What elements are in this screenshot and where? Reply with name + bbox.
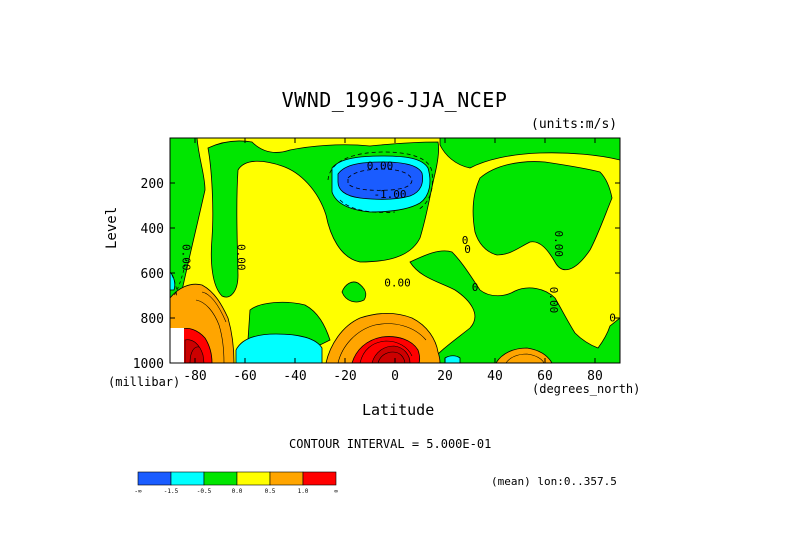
colorbar-label: -∞ — [134, 488, 142, 495]
missing-data-patch — [170, 328, 184, 363]
colorbar-swatch — [236, 471, 271, 486]
units-label: (units:m/s) — [531, 117, 618, 132]
green-regions — [170, 138, 620, 363]
y-axis-units: (millibar) — [108, 375, 181, 389]
colorbar-label: 0.0 — [232, 488, 243, 495]
contour-label: 0.00 — [367, 160, 394, 173]
chart-title: VWND_1996-JJA_NCEP — [281, 88, 508, 112]
y-tick-label: 200 — [141, 177, 164, 192]
colorbar-label: -0.5 — [197, 488, 212, 495]
colorbar-swatch — [302, 471, 337, 486]
field-layers — [170, 138, 620, 363]
colorbar-label: ∞ — [334, 488, 338, 495]
contour-label: 0 — [609, 311, 616, 324]
cyan-surface-south — [235, 333, 323, 363]
colorbar-swatch — [203, 471, 238, 486]
cyan-small-mid — [444, 355, 461, 363]
contour-label: 0 — [464, 243, 471, 256]
orange-right — [495, 347, 553, 363]
contour-label: 0 — [462, 234, 469, 247]
left-edge-contours — [171, 257, 187, 299]
y-tick-label: 600 — [141, 267, 164, 282]
x-tick-label: -20 — [333, 369, 356, 384]
blue-jet-core — [337, 161, 423, 200]
colorbar-label: 0.5 — [265, 488, 276, 495]
colorbar-swatch — [170, 471, 205, 486]
x-tick-label: 20 — [437, 369, 453, 384]
y-ticks: 200 400 600 800 1000 — [133, 177, 620, 372]
contour-label: 0.00 — [547, 287, 560, 314]
x-tick-label: 80 — [587, 369, 603, 384]
x-axis-title: Latitude — [362, 401, 435, 419]
colorbar-label: 1.0 — [298, 488, 309, 495]
x-ticks: -80 -60 -40 -20 0 20 40 60 80 — [183, 138, 603, 384]
warm-contour-lines — [189, 291, 545, 363]
contour-interval-label: CONTOUR INTERVAL = 5.000E-01 — [289, 437, 492, 451]
jet-dashed-contours — [327, 151, 433, 213]
contour-label: 0.00 — [384, 277, 411, 290]
dark-red-cores — [184, 339, 411, 363]
x-tick-label: -80 — [183, 369, 206, 384]
contour-label: 0.00 — [235, 244, 248, 271]
contour-label: 0.00 — [552, 231, 565, 258]
mean-longitude-label: (mean) lon:0..357.5 — [491, 475, 617, 488]
x-tick-label: 40 — [487, 369, 503, 384]
y-tick-label: 400 — [141, 222, 164, 237]
y-tick-label: 800 — [141, 312, 164, 327]
colorbar-label: -1.5 — [164, 488, 179, 495]
colorbar-swatch — [137, 471, 172, 486]
x-tick-label: 60 — [537, 369, 553, 384]
y-tick-label: 1000 — [133, 357, 164, 372]
green-middle-right — [409, 250, 620, 363]
x-tick-label: -40 — [283, 369, 306, 384]
x-tick-label: -60 — [233, 369, 256, 384]
contour-label: 0.00 — [180, 244, 193, 271]
green-top-right — [439, 138, 620, 169]
green-small-patch — [341, 281, 367, 303]
x-tick-label: 0 — [391, 369, 399, 384]
contour-label: 0 — [472, 281, 479, 294]
x-axis-units: (degrees_north) — [532, 382, 641, 396]
contour-label: -1.00 — [373, 188, 406, 201]
colorbar: -∞ -1.5 -0.5 0.0 0.5 1.0 ∞ — [134, 471, 338, 495]
colorbar-swatch — [269, 471, 304, 486]
green-right-band — [472, 161, 613, 271]
